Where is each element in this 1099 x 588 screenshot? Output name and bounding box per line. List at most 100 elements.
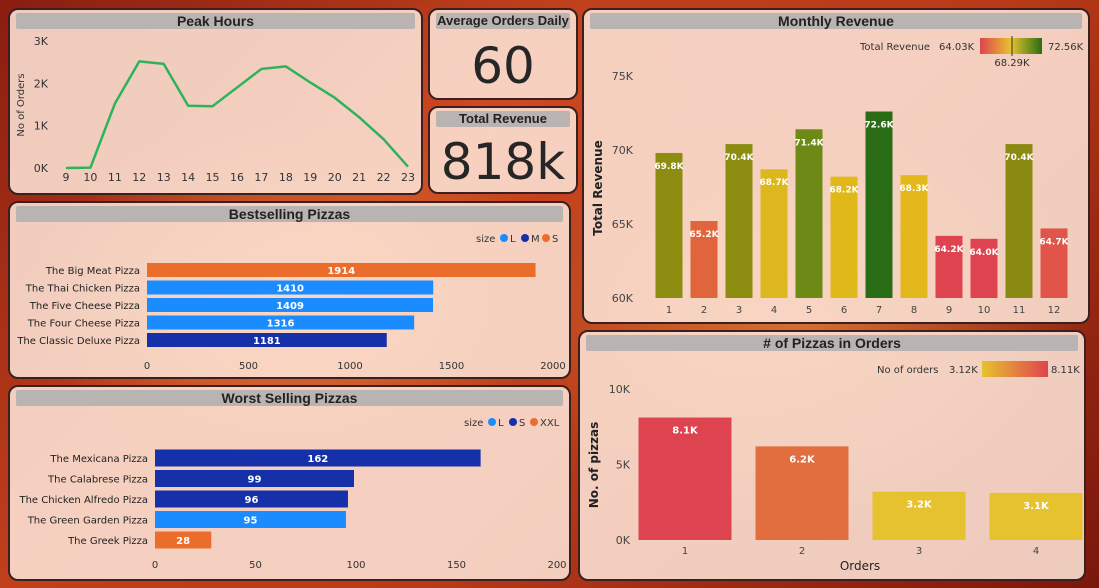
x-tick-label: 0: [152, 560, 158, 571]
revenue-bar-label: 68.3K: [899, 184, 929, 194]
y-tick-label: 60K: [612, 292, 634, 305]
pizza-bar: [147, 263, 536, 277]
y-tick-label: 3K: [34, 35, 49, 48]
x-tick-label: 19: [303, 171, 317, 184]
legend-title: No of orders: [877, 365, 938, 376]
revenue-bar-label: 71.4K: [794, 138, 824, 148]
pizzas-in-orders-title: # of Pizzas in Orders: [586, 335, 1078, 351]
x-tick-label: 12: [132, 171, 146, 184]
legend-mid-label: 68.29K: [994, 58, 1030, 69]
x-tick-label: 20: [328, 171, 342, 184]
x-tick-label: 17: [254, 171, 268, 184]
x-tick-label: 6: [841, 305, 847, 316]
x-tick-label: 16: [230, 171, 244, 184]
worst-selling-chart[interactable]: The Mexicana Pizza 162 The Calabrese Pizza…: [10, 387, 571, 581]
y-axis-title: No of Orders: [16, 73, 27, 136]
revenue-bar: [1005, 144, 1033, 298]
x-tick-label: 11: [1013, 305, 1026, 316]
worst-selling-title: Worst Selling Pizzas: [16, 390, 563, 406]
revenue-bar-label: 64.2K: [934, 245, 964, 255]
y-axis-title: Total Revenue: [591, 140, 605, 236]
revenue-bar: [970, 238, 998, 298]
revenue-bar-label: 68.7K: [759, 178, 789, 188]
legend-gradient: [982, 361, 1048, 377]
revenue-bar: [1040, 228, 1068, 298]
pizza-name-label: The Classic Deluxe Pizza: [16, 336, 140, 347]
monthly-revenue-chart[interactable]: 60K 65K 70K 75K Total Revenue 69.8K 1 65.2K 2 70.…: [584, 10, 1090, 324]
pizza-bar: [147, 333, 387, 347]
legend-dot: [530, 418, 538, 426]
legend-dot: [509, 418, 517, 426]
revenue-bar: [690, 221, 718, 298]
x-tick-label: 8: [911, 305, 917, 316]
y-tick-label: 1K: [34, 120, 49, 133]
y-tick-label: 65K: [612, 218, 634, 231]
y-axis-title: No. of pizzas: [587, 422, 601, 509]
pizza-name-label: The Four Cheese Pizza: [27, 319, 140, 330]
pizza-bar: [155, 449, 481, 467]
avg-orders-card: Average Orders Daily 60: [428, 8, 578, 100]
legend-item-label: S: [519, 418, 525, 429]
total-revenue-title: Total Revenue: [436, 111, 570, 127]
bestselling-chart[interactable]: The Big Meat Pizza 1914 The Thai Chicken P…: [10, 203, 571, 379]
orders-bar: [755, 446, 849, 540]
pizza-bar-value: 28: [176, 536, 190, 547]
orders-bar: [872, 491, 966, 540]
pizza-bar: [155, 470, 354, 487]
legend-min-label: 3.12K: [949, 365, 978, 376]
x-tick-label: 9: [63, 171, 70, 184]
x-tick-label: 9: [946, 305, 952, 316]
peak-hours-chart[interactable]: 0K 1K 2K 3K 9 10 11 12 13 14 15 16 17 18 19 20 21 22 23 No …: [10, 10, 423, 195]
bestselling-panel: Bestselling Pizzas The Big Meat Pizza 191…: [8, 201, 571, 379]
x-tick-label: 15: [206, 171, 220, 184]
x-tick-label: 13: [157, 171, 171, 184]
pizzas-in-orders-panel: # of Pizzas in Orders 0K 5K 10K No. of pizz…: [578, 330, 1086, 581]
pizza-name-label: The Big Meat Pizza: [45, 266, 140, 277]
legend-dot: [500, 234, 508, 242]
peak-hours-line: [65, 60, 409, 170]
legend-dot: [542, 234, 550, 242]
peak-hours-panel: Peak Hours 0K 1K 2K 3K 9 10 11 12 13 14 15 16 17 18 19…: [8, 8, 423, 195]
y-tick-label: 0K: [616, 534, 631, 547]
legend-item-label: L: [510, 234, 516, 245]
x-tick-label: 3: [736, 305, 742, 316]
legend-max-label: 72.56K: [1048, 42, 1084, 53]
pizza-bar-value: 1409: [276, 301, 304, 312]
orders-bar-label: 3.1K: [1023, 501, 1050, 512]
legend-item-label: XXL: [540, 418, 560, 429]
bestselling-title: Bestselling Pizzas: [16, 206, 563, 222]
revenue-bar: [830, 176, 858, 298]
pizza-bar: [155, 531, 212, 549]
pizzas-in-orders-chart[interactable]: 0K 5K 10K No. of pizzas 8.1K 1 6.2K 2 3.2K 3 3.1K 4…: [580, 332, 1086, 581]
x-tick-label: 18: [279, 171, 293, 184]
revenue-bar-label: 64.0K: [969, 248, 999, 258]
x-tick-label: 4: [1033, 546, 1039, 557]
x-tick-label: 4: [771, 305, 777, 316]
avg-orders-title: Average Orders Daily: [436, 13, 570, 29]
revenue-bar: [865, 111, 893, 299]
x-tick-label: 1500: [439, 361, 464, 372]
legend-item-label: L: [498, 418, 504, 429]
x-tick-label: 2000: [540, 361, 565, 372]
x-tick-label: 150: [447, 560, 466, 571]
revenue-bar-label: 65.2K: [689, 230, 719, 240]
pizza-bar-value: 1316: [267, 319, 295, 330]
pizza-bar: [155, 511, 346, 528]
pizza-bar-value: 1914: [327, 266, 355, 277]
legend-gradient: [980, 38, 1042, 54]
revenue-bar: [725, 144, 753, 298]
pizza-name-label: The Chicken Alfredo Pizza: [18, 495, 148, 506]
revenue-bar-label: 68.2K: [829, 186, 859, 196]
legend-item-label: M: [531, 234, 540, 245]
legend-min-label: 64.03K: [939, 42, 975, 53]
revenue-bar: [760, 169, 788, 298]
legend-dot: [488, 418, 496, 426]
legend-title: size: [476, 234, 495, 245]
avg-orders-value: 60: [471, 37, 535, 95]
y-tick-label: 5K: [616, 459, 631, 472]
revenue-bar-label: 69.8K: [654, 162, 684, 172]
legend-item-label: S: [552, 234, 558, 245]
orders-bar: [638, 417, 732, 540]
worst-selling-panel: Worst Selling Pizzas The Mexicana Pizza 1…: [8, 385, 571, 581]
legend-title: size: [464, 418, 483, 429]
